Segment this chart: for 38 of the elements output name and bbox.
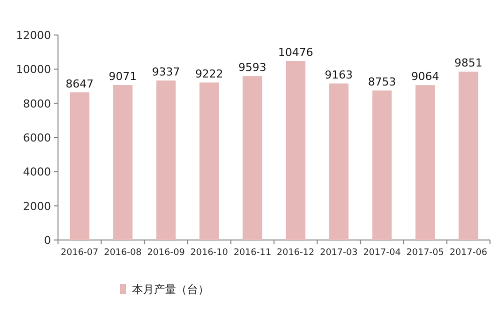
data-label: 8753 — [368, 75, 396, 88]
x-tick-label: 2017-04 — [363, 248, 402, 258]
x-tick-label: 2016-11 — [234, 248, 272, 258]
bar — [199, 82, 219, 240]
bar — [156, 80, 176, 240]
data-label: 9163 — [324, 68, 353, 82]
bar — [242, 76, 262, 240]
x-tick-label: 2017-05 — [406, 248, 444, 258]
bar — [458, 72, 478, 240]
bar — [415, 85, 435, 240]
x-tick-label: 2016-10 — [190, 248, 228, 258]
y-tick-label: 12000 — [16, 29, 51, 42]
bar — [113, 85, 133, 240]
x-tick-label: 2017-06 — [450, 248, 488, 258]
bar — [286, 61, 306, 240]
data-label: 9064 — [411, 70, 440, 84]
y-tick-label: 2000 — [23, 200, 51, 213]
y-tick-label: 10000 — [16, 63, 51, 76]
x-tick-label: 2017-03 — [320, 248, 358, 258]
y-tick-label: 4000 — [23, 166, 51, 179]
x-tick-label: 2016-09 — [147, 248, 186, 258]
y-tick-label: 6000 — [23, 132, 51, 144]
data-label: 10476 — [278, 46, 314, 60]
bar — [372, 90, 392, 240]
data-label: 8647 — [66, 77, 94, 90]
bar — [70, 92, 90, 240]
x-tick-label: 2016-07 — [60, 248, 98, 258]
x-tick-label: 2016-12 — [276, 248, 314, 258]
bar — [329, 83, 349, 240]
x-tick-label: 2016-08 — [104, 248, 142, 258]
data-label: 9851 — [454, 56, 482, 70]
legend-label: 本月产量（台） — [132, 283, 209, 296]
y-tick-label: 0 — [44, 234, 51, 247]
data-label: 9337 — [152, 65, 180, 78]
data-label: 9071 — [108, 70, 137, 84]
y-tick-label: 8000 — [23, 97, 51, 110]
data-label: 9222 — [195, 67, 224, 80]
data-label: 9593 — [238, 61, 266, 74]
